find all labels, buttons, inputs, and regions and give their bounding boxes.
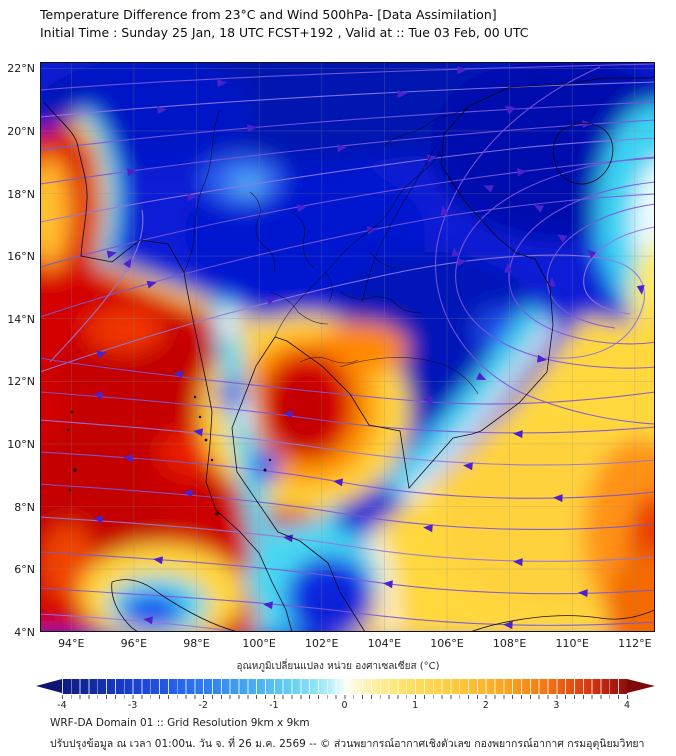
footer-domain-info: WRF-DA Domain 01 :: Grid Resolution 9km … — [50, 717, 310, 729]
lon-tick-label: 100°E — [242, 637, 276, 650]
lat-tick-label: 12°N — [7, 375, 35, 389]
lat-tick-label: 6°N — [14, 563, 35, 577]
page-title: Temperature Difference from 23°C and Win… — [40, 7, 497, 22]
lon-tick-label: 106°E — [430, 637, 464, 650]
lon-tick-label: 98°E — [183, 637, 210, 650]
lon-tick-label: 94°E — [58, 637, 85, 650]
colorbar-tick-label: 3 — [553, 700, 560, 711]
colorbar — [62, 679, 627, 694]
lat-tick-label: 10°N — [7, 437, 35, 451]
lat-tick-label: 8°N — [14, 500, 35, 514]
lat-tick-label: 4°N — [14, 625, 35, 639]
colorbar-cell-lines — [62, 679, 627, 694]
colorbar-title: อุณหภูมิเปลี่ยนแปลง หน่วย องศาเซลเซียส (… — [236, 661, 440, 672]
lat-tick-label: 22°N — [7, 62, 35, 76]
lat-tick-label: 18°N — [7, 187, 35, 201]
lon-tick-label: 108°E — [492, 637, 527, 650]
subtitle-init-valid-time: Initial Time : Sunday 25 Jan, 18 UTC FCS… — [40, 25, 529, 40]
map-canvas — [40, 62, 655, 632]
lat-tick-label: 16°N — [7, 250, 35, 264]
colorbar-tick-label: 2 — [482, 700, 489, 711]
colorbar-tick-label: -2 — [198, 700, 208, 711]
colorbar-minor-ticks — [62, 695, 628, 699]
footer-agency-info: ปรับปรุงข้อมูล ณ เวลา 01:00น. วัน จ. ที่… — [50, 738, 645, 750]
colorbar-tick-label: 0 — [341, 700, 348, 711]
lon-tick-label: 96°E — [120, 637, 148, 650]
colorbar-tick-label: -4 — [57, 700, 67, 711]
lat-tick-label: 20°N — [7, 124, 35, 138]
colorbar-right-arrow — [627, 679, 655, 693]
lon-tick-label: 102°E — [305, 637, 339, 650]
colorbar-tick-label: -3 — [127, 700, 138, 711]
colorbar-tick-label: 1 — [412, 700, 419, 711]
lat-tick-label: 14°N — [7, 312, 35, 326]
coastline-layer — [43, 75, 655, 632]
colorbar-left-arrow — [36, 679, 62, 693]
colorbar-tick-label: 4 — [623, 700, 631, 711]
map-plot-area — [40, 62, 655, 632]
lon-tick-label: 110°E — [555, 637, 589, 650]
temperature-field — [40, 62, 655, 632]
plot-border — [40, 62, 655, 632]
lon-tick-label: 112°E — [618, 637, 652, 650]
streamline-layer — [40, 63, 655, 632]
lon-tick-label: 104°E — [367, 637, 402, 650]
colorbar-tick-label: -1 — [269, 700, 279, 711]
wind-arrowheads — [93, 66, 645, 630]
